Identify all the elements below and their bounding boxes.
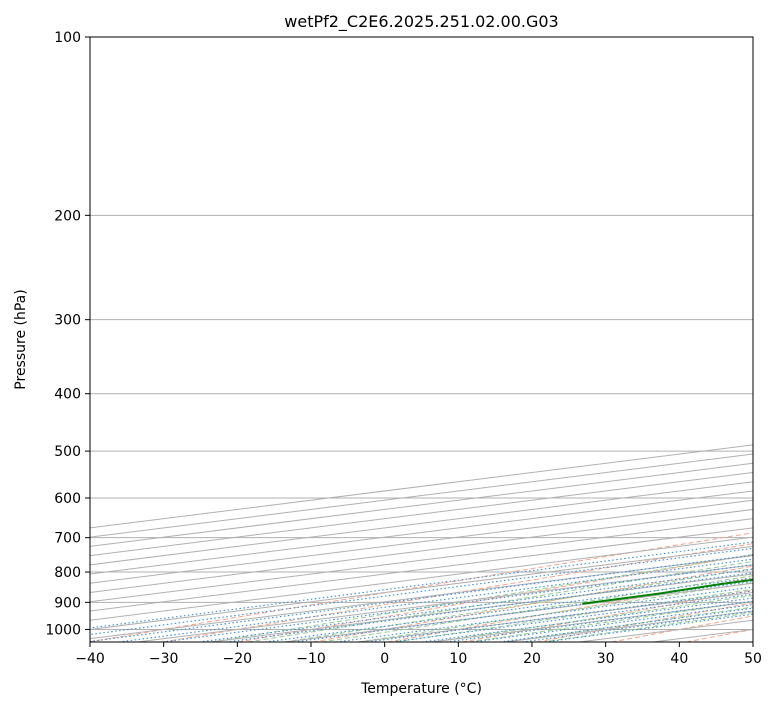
isotherm-line	[90, 527, 753, 612]
moist-adiabat-line	[210, 553, 753, 642]
isotherm-line	[90, 472, 753, 557]
mixing-ratio-line	[499, 607, 753, 642]
isotherm-line	[90, 490, 753, 575]
isotherm-line	[90, 462, 753, 547]
dry-adiabat-line	[90, 532, 753, 642]
x-tick-label: 40	[670, 651, 688, 667]
y-tick-label: 300	[54, 313, 81, 329]
isotherm-line	[90, 481, 753, 566]
y-axis-label: Pressure (hPa)	[13, 289, 29, 389]
y-tick-label: 500	[54, 444, 81, 460]
plot-frame	[89, 36, 754, 643]
y-tick-label: 100	[54, 30, 81, 46]
x-tick-label: 0	[380, 651, 389, 667]
x-tick-label: 20	[523, 651, 541, 667]
y-tick-label: 900	[54, 595, 81, 611]
moist-adiabats	[210, 553, 753, 642]
moist-adiabat-line	[394, 588, 753, 642]
y-tick-label: 600	[54, 491, 81, 507]
dry-adiabats	[90, 37, 775, 642]
dry-adiabat-line	[761, 37, 775, 642]
plot-area: 0.10.20.40.611.52346810131620253036-100-…	[90, 37, 775, 642]
isotherm-line	[90, 508, 753, 594]
isotherm-line	[90, 536, 753, 621]
mixing-ratio-line	[162, 564, 753, 642]
mixing-ratio-line	[199, 568, 753, 642]
y-tick-label: 1000	[45, 622, 81, 638]
mixing-ratio-line	[472, 604, 753, 642]
y-tick-label: 800	[54, 565, 81, 581]
mixing-ratio-line	[225, 572, 753, 642]
x-tick-label: −20	[223, 651, 253, 667]
isotherm-line	[90, 499, 753, 584]
isotherm-line	[90, 518, 753, 603]
chart-title: wetPf2_C2E6.2025.251.02.00.G03	[284, 12, 558, 32]
moist-adiabat-line	[321, 575, 753, 642]
x-axis-label: Temperature (°C)	[360, 681, 482, 697]
x-tick-label: −30	[149, 651, 179, 667]
x-tick-label: 10	[449, 651, 467, 667]
temperature-profile	[755, 37, 775, 604]
x-tick-label: 30	[597, 651, 615, 667]
y-tick-label: 400	[54, 387, 81, 403]
y-tick-label: 700	[54, 531, 81, 547]
mixing-ratio-lines	[90, 541, 753, 642]
x-tick-label: −40	[75, 651, 105, 667]
mixing-ratio-line	[446, 600, 753, 642]
x-tick-label: 50	[744, 651, 762, 667]
axes: −40 −30 −20 −10 0 10 20 30 40 50 1000 900 800 700 600 5…	[45, 30, 762, 667]
isotherm-grid	[90, 444, 753, 642]
y-tick-label: 200	[54, 208, 81, 224]
x-tick-label: −10	[296, 651, 326, 667]
